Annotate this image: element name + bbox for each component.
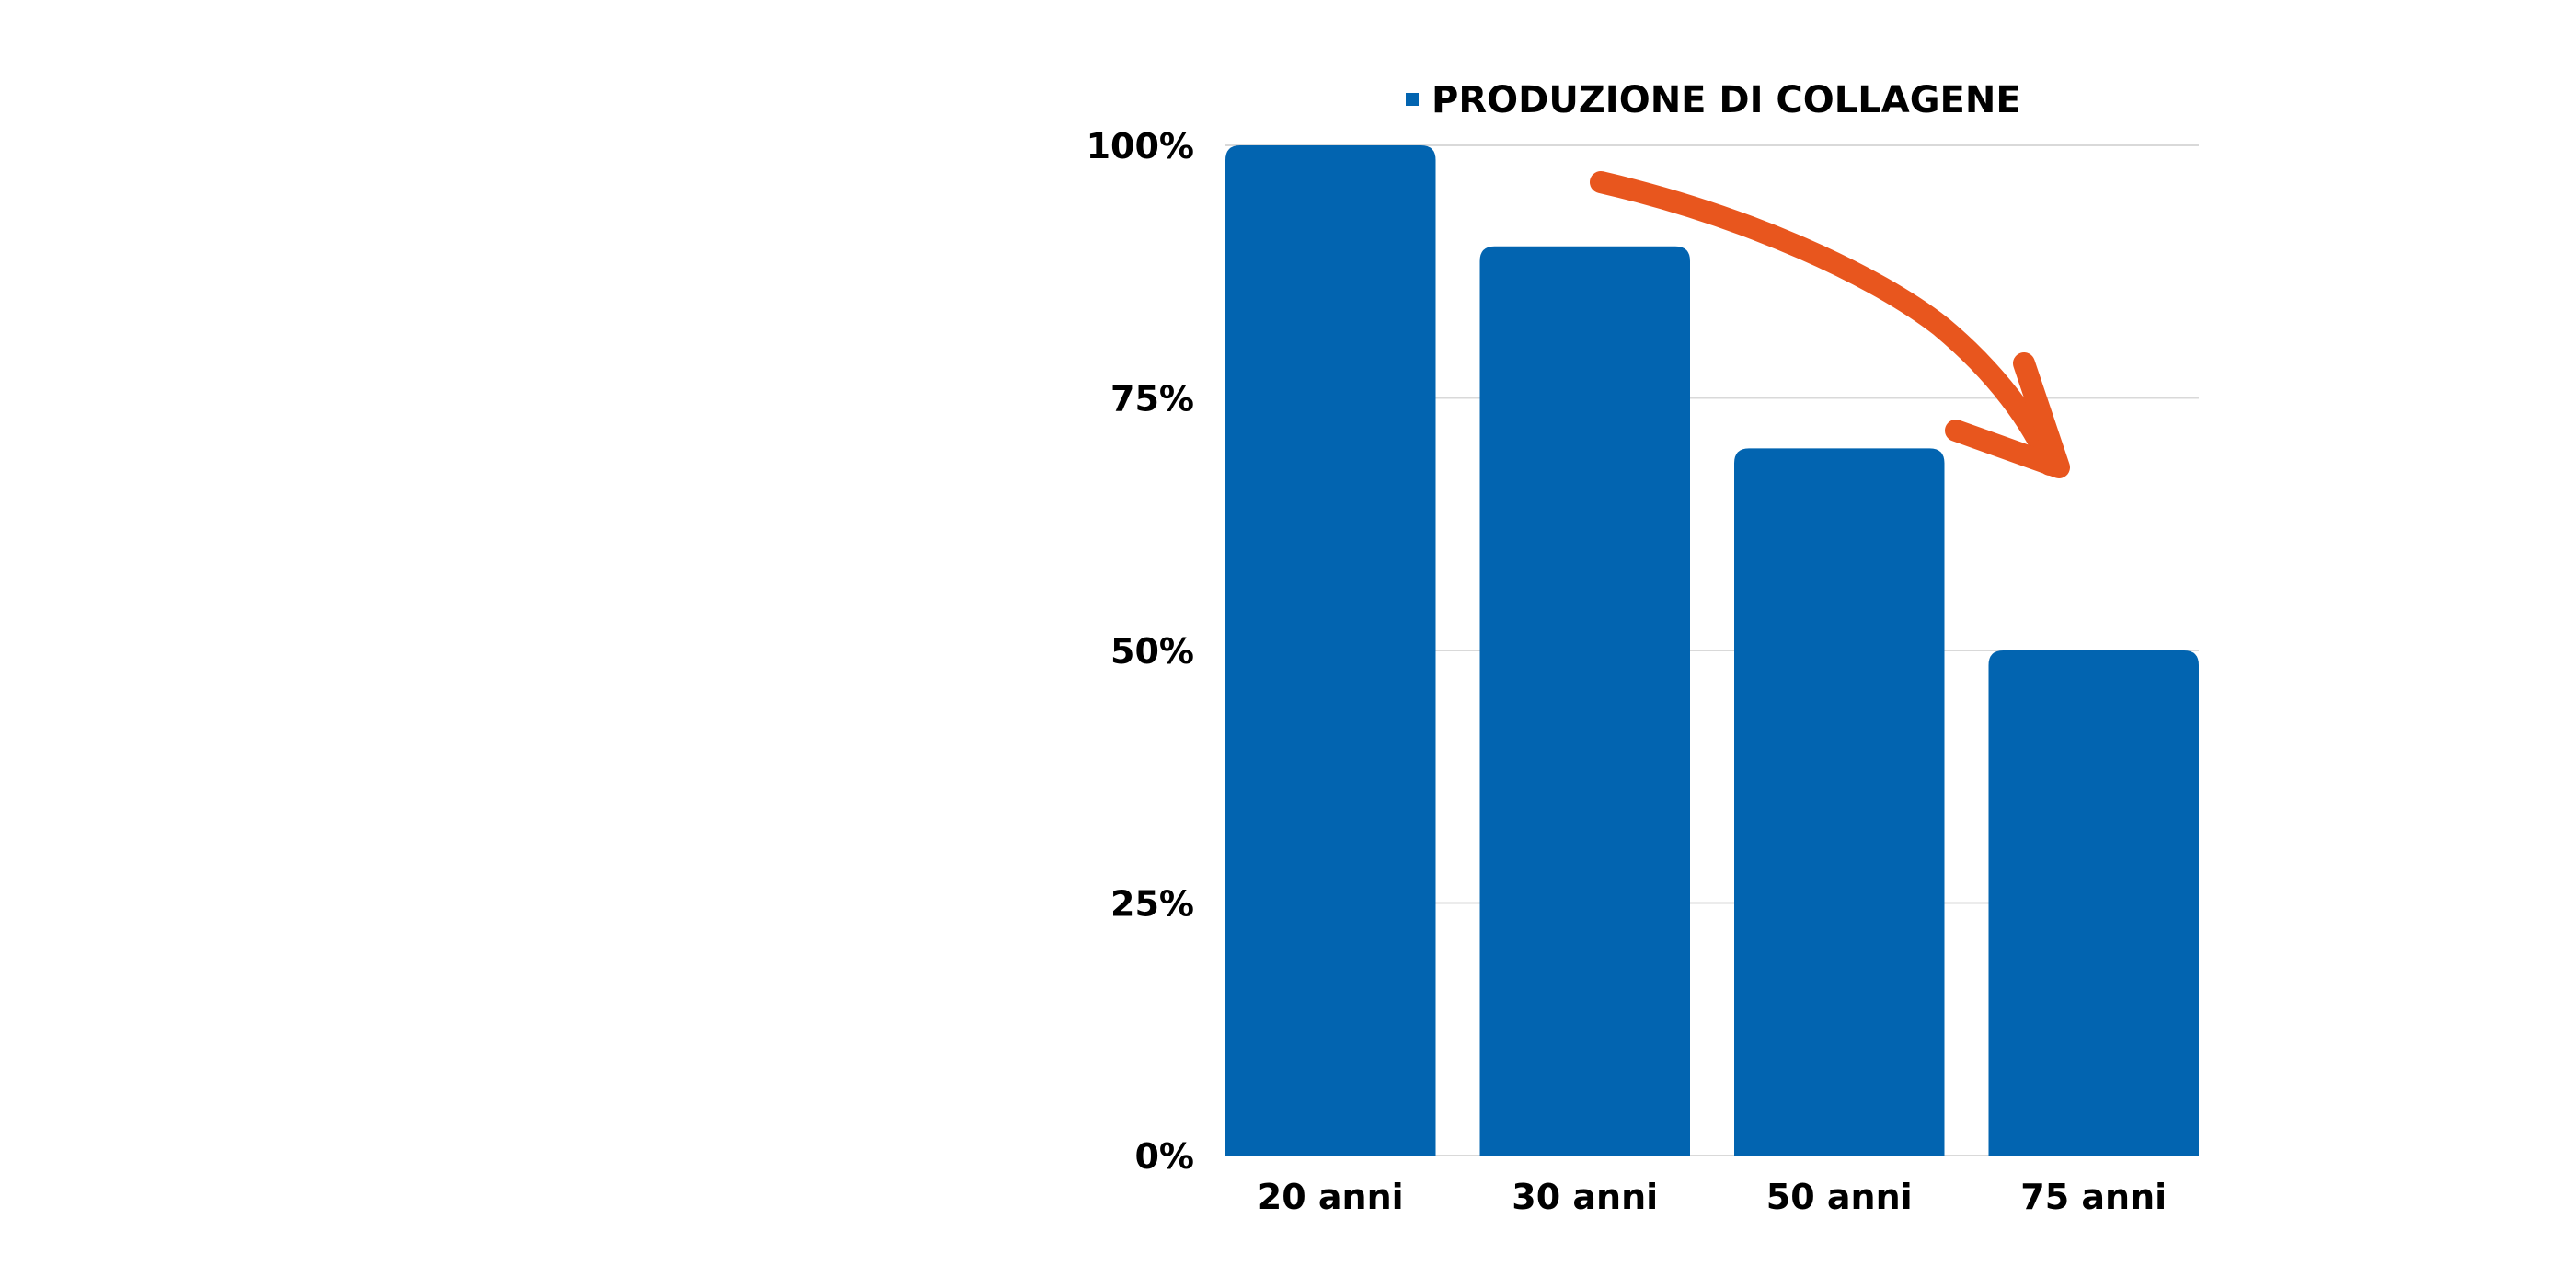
legend-label: PRODUZIONE DI COLLAGENE — [1432, 79, 2021, 121]
legend-swatch — [1406, 93, 1419, 106]
bar-50-anni — [1734, 448, 1945, 1156]
legend: PRODUZIONE DI COLLAGENE — [1406, 79, 2021, 121]
y-tick-label: 100% — [1087, 126, 1194, 167]
y-axis: 0% 25% 50% 75% 100% — [1087, 126, 1194, 1177]
decline-arrow-annotation — [1590, 171, 2070, 478]
y-tick-label: 75% — [1110, 379, 1194, 420]
arrow-head — [1945, 352, 2070, 478]
x-tick-label: 50 anni — [1766, 1177, 1913, 1217]
x-axis: 20 anni 30 anni 50 anni 75 anni — [1258, 1177, 2167, 1217]
arrow-curve — [1590, 171, 2061, 476]
x-tick-label: 30 anni — [1512, 1177, 1658, 1217]
x-tick-label: 75 anni — [2020, 1177, 2167, 1217]
bars — [1225, 145, 2199, 1156]
x-tick-label: 20 anni — [1258, 1177, 1404, 1217]
y-tick-label: 50% — [1110, 631, 1194, 672]
bar-75-anni — [1988, 650, 2199, 1156]
y-tick-label: 25% — [1110, 884, 1194, 925]
y-tick-label: 0% — [1134, 1136, 1194, 1177]
bar-30-anni — [1479, 246, 1690, 1156]
bar-20-anni — [1225, 145, 1436, 1156]
